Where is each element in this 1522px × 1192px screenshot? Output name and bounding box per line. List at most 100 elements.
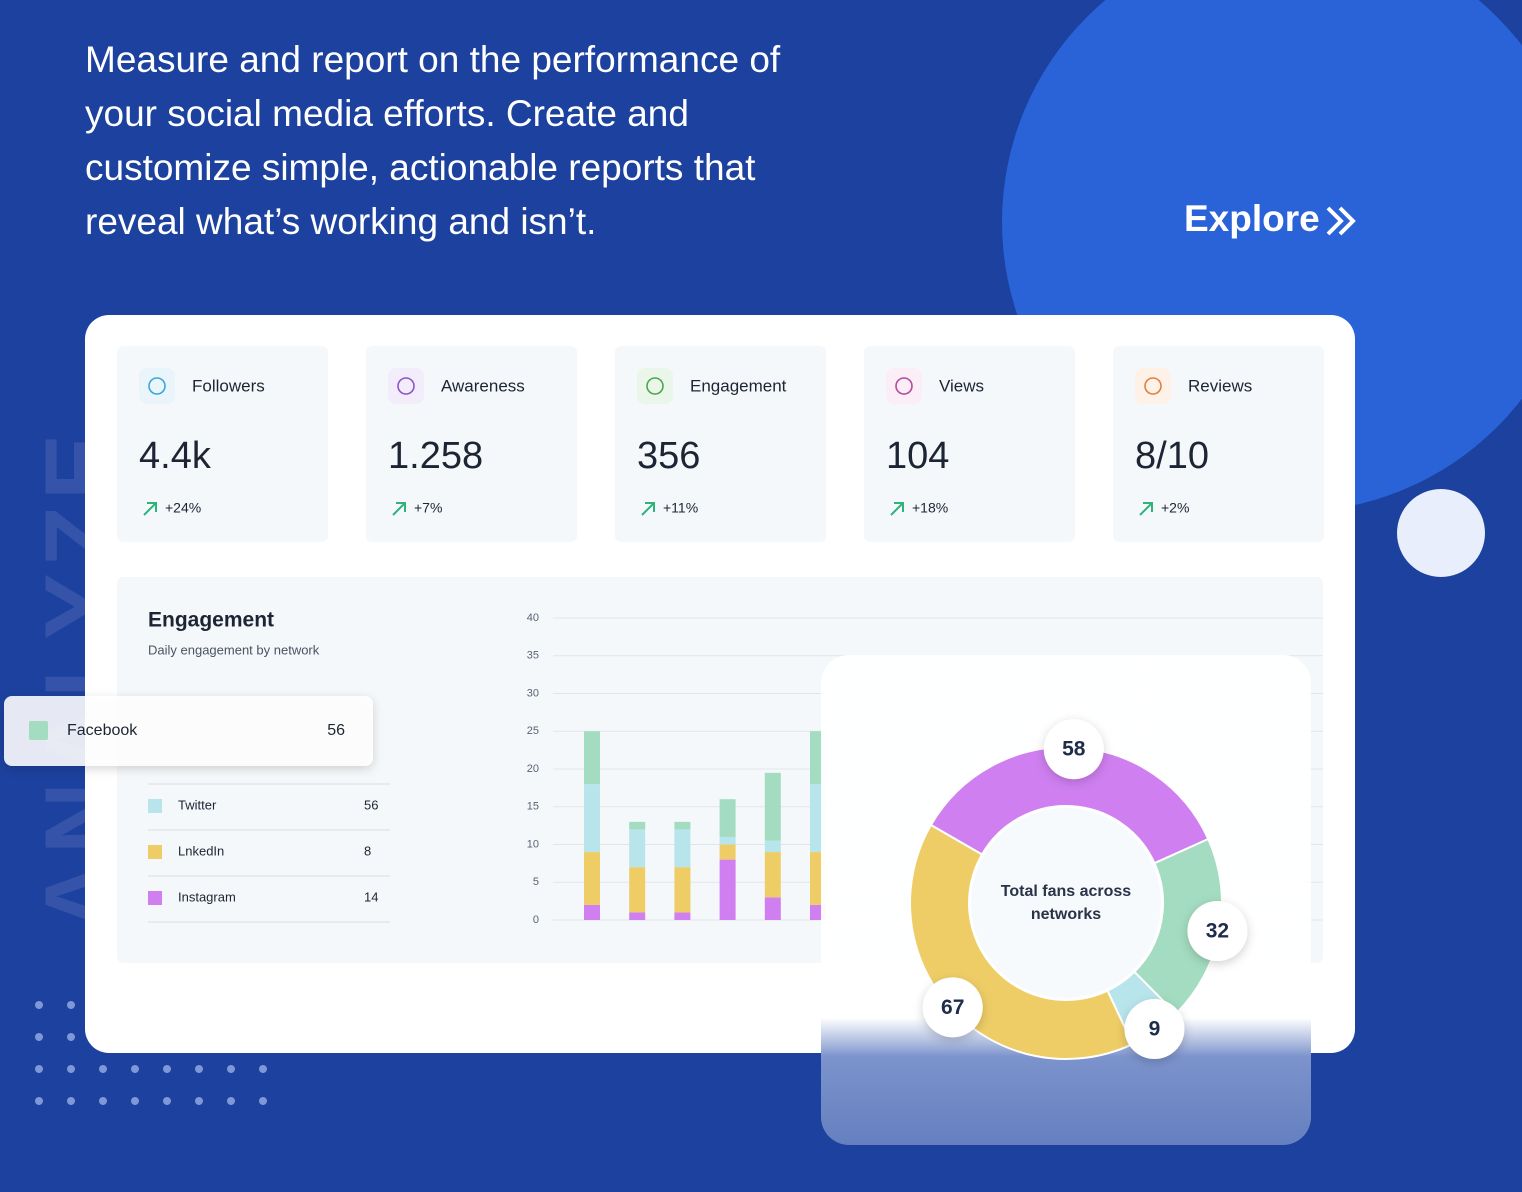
bar-segment xyxy=(629,829,646,868)
dot xyxy=(67,1033,75,1041)
stat-icon xyxy=(139,368,175,404)
dot xyxy=(227,1065,235,1073)
trend-arrow xyxy=(392,502,406,516)
legend-value: 14 xyxy=(364,889,378,904)
value-badge xyxy=(1124,999,1185,1060)
value-badge xyxy=(1043,719,1104,780)
trend-arrow xyxy=(143,502,157,516)
value-label: 58 xyxy=(1062,738,1086,761)
y-tick-label: 5 xyxy=(533,876,539,888)
dot xyxy=(35,1001,43,1009)
y-tick-label: 35 xyxy=(527,650,539,662)
dot xyxy=(195,1065,203,1073)
stat-icon xyxy=(1135,368,1171,404)
headline-line: your social media efforts. Create and xyxy=(85,93,689,134)
bar-segment xyxy=(674,912,691,920)
y-tick-label: 20 xyxy=(527,763,539,775)
stat-label: Views xyxy=(939,376,984,395)
y-tick-label: 0 xyxy=(533,914,539,926)
bar-segment xyxy=(584,852,600,905)
panel-subtitle: Daily engagement by network xyxy=(148,642,320,657)
legend-value: 8 xyxy=(364,843,371,858)
bar-segment xyxy=(764,840,781,853)
stat-change: +11% xyxy=(663,500,698,516)
stat-label: Followers xyxy=(192,376,265,395)
bar-segment xyxy=(584,731,600,785)
dot xyxy=(259,1097,267,1105)
donut-chart: Total fans across networks 58 32 9 67 xyxy=(908,719,1248,1060)
bar-segment xyxy=(584,904,600,920)
stat-value: 1.258 xyxy=(388,435,483,477)
dot xyxy=(67,1097,75,1105)
donut-title: Total fans across xyxy=(1001,883,1132,900)
stat-icon xyxy=(637,368,673,404)
stat-label: Awareness xyxy=(441,376,525,395)
stat-label: Reviews xyxy=(1188,376,1252,395)
legend-swatch xyxy=(148,891,162,905)
legend-name: LnkedIn xyxy=(178,843,224,858)
explore-link[interactable]: Explore xyxy=(1184,198,1320,239)
y-tick-label: 15 xyxy=(527,801,539,813)
dot xyxy=(227,1097,235,1105)
dot xyxy=(35,1097,43,1105)
stat-icon xyxy=(886,368,922,404)
y-tick-label: 10 xyxy=(527,838,539,850)
dot xyxy=(99,1097,107,1105)
bar-segment xyxy=(584,784,600,853)
donut-slice xyxy=(929,746,1210,865)
dot xyxy=(99,1065,107,1073)
dot xyxy=(163,1065,171,1073)
bar-segment xyxy=(719,799,736,837)
bar-segment xyxy=(674,821,691,830)
bar-segment xyxy=(719,859,736,920)
bar-segment xyxy=(629,867,646,913)
stat-value: 356 xyxy=(637,435,700,477)
stat-label: Engagement xyxy=(690,376,787,395)
y-tick-label: 25 xyxy=(527,725,539,737)
legend-name: Twitter xyxy=(178,797,217,812)
dot-grid xyxy=(35,1001,267,1105)
donut-title: networks xyxy=(1031,906,1101,923)
value-badge xyxy=(1187,901,1248,962)
explore-icon[interactable] xyxy=(1326,206,1356,236)
legend-name: Facebook xyxy=(67,722,138,739)
bar-segment xyxy=(719,836,736,845)
headline-line: Measure and report on the performance of xyxy=(85,39,781,80)
legend-name: Instagram xyxy=(178,889,236,904)
bar-segment xyxy=(764,852,781,898)
dot xyxy=(35,1033,43,1041)
bar-segment xyxy=(764,772,781,841)
stat-icon-glyph xyxy=(1144,377,1162,395)
bar-segment xyxy=(629,912,646,920)
dot xyxy=(67,1001,75,1009)
dot xyxy=(67,1065,75,1073)
stat-icon-glyph xyxy=(148,377,166,395)
bar-segment xyxy=(764,897,781,920)
headline-line: reveal what’s working and isn’t. xyxy=(85,201,596,242)
dot xyxy=(163,1097,171,1105)
stat-value: 8/10 xyxy=(1135,435,1209,477)
panel-title: Engagement xyxy=(148,609,274,632)
trend-arrow xyxy=(641,502,655,516)
trend-arrow xyxy=(890,502,904,516)
stat-icon-glyph xyxy=(397,377,415,395)
bar-segment xyxy=(674,829,691,868)
headline: Measure and report on the performance of… xyxy=(85,39,781,242)
bar-segment xyxy=(719,844,736,860)
legend-popup[interactable] xyxy=(4,696,373,766)
legend-swatch xyxy=(148,799,162,813)
legend-value: 56 xyxy=(364,797,378,812)
value-badge xyxy=(922,977,983,1038)
stat-value: 104 xyxy=(886,435,949,477)
value-label: 32 xyxy=(1206,920,1229,943)
dot xyxy=(131,1097,139,1105)
legend-swatch xyxy=(29,721,48,740)
bar-segment xyxy=(629,821,646,830)
stat-change: +18% xyxy=(912,500,948,516)
legend-value: 56 xyxy=(327,722,345,739)
stat-change: +2% xyxy=(1161,500,1189,516)
stat-value: 4.4k xyxy=(139,435,212,477)
value-label: 9 xyxy=(1149,1018,1161,1041)
stat-icon xyxy=(388,368,424,404)
